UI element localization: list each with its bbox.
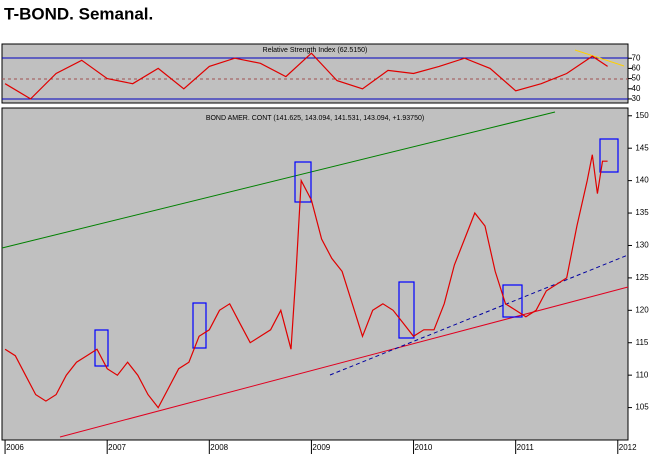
- y-tick-label: 30: [632, 94, 641, 103]
- x-tick-label: 2010: [415, 443, 433, 452]
- trend-line: [329, 254, 629, 376]
- y-tick-label: 150: [635, 111, 649, 120]
- price-panel: [1, 107, 629, 441]
- y-tick-label: 40: [632, 84, 641, 93]
- data-line: [4, 154, 608, 409]
- page-title: T-BOND. Semanal.: [4, 4, 153, 23]
- y-tick-label: 145: [635, 143, 649, 152]
- y-tick-label: 70: [632, 53, 641, 62]
- y-tick-label: 115: [636, 338, 649, 347]
- y-tick-label: 50: [632, 74, 641, 83]
- y-tick-label: 140: [635, 176, 649, 185]
- y-tick-label: 105: [635, 403, 649, 412]
- rsi-title: Relative Strength Index (62.5150): [263, 47, 368, 54]
- y-tick-label: 135: [635, 208, 649, 217]
- rsi-panel: [1, 43, 629, 104]
- y-tick-label: 130: [635, 241, 649, 250]
- x-tick-label: 2012: [619, 443, 637, 452]
- x-tick-label: 2009: [312, 443, 330, 452]
- data-line: [4, 52, 608, 100]
- y-tick-label: 120: [635, 305, 649, 314]
- price-title: BOND AMER. CONT (141.625, 143.094, 141.5…: [206, 115, 424, 122]
- x-tick-label: 2011: [517, 443, 535, 452]
- x-tick-label: 2007: [108, 443, 126, 452]
- highlight-boxes: [94, 138, 619, 367]
- y-tick-label: 60: [632, 64, 641, 73]
- y-tick-label: 125: [635, 273, 649, 282]
- x-tick-label: 2008: [210, 443, 228, 452]
- trend-line: [1, 111, 556, 249]
- x-tick-label: 2006: [6, 443, 24, 452]
- y-tick-label: 110: [636, 370, 649, 379]
- rsi-trend: [574, 49, 625, 67]
